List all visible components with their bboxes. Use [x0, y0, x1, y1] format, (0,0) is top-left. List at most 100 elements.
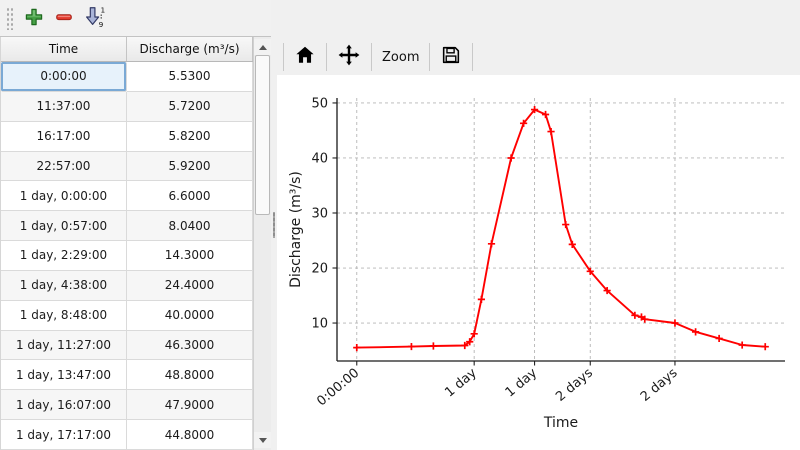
pan-move-icon — [337, 43, 361, 71]
table-row: 0:00:00 5.5300 — [1, 62, 253, 92]
toolbar-separator — [326, 43, 327, 71]
data-point-marker — [761, 343, 769, 351]
x-tick-label: 2 days — [638, 365, 681, 404]
toolbar-separator — [472, 43, 474, 71]
cell-discharge[interactable]: 6.6000 — [127, 181, 253, 212]
x-tick-label: 1 day — [503, 365, 541, 400]
table-row: 1 day, 13:47:00 48.8000 — [1, 360, 253, 391]
y-tick-label: 20 — [311, 262, 328, 277]
data-point-marker — [562, 220, 570, 229]
column-header-time[interactable]: Time — [1, 37, 127, 61]
table-row: 1 day, 11:27:00 46.3000 — [1, 330, 253, 361]
x-axis-label: Time — [543, 415, 578, 431]
discharge-line — [356, 108, 766, 349]
data-point-marker — [461, 341, 469, 350]
cell-time[interactable]: 11:37:00 — [1, 91, 127, 122]
x-tick-label: 0:00:00 — [314, 366, 362, 410]
table-row: 11:37:00 5.7200 — [1, 91, 253, 122]
y-tick-label: 30 — [311, 206, 328, 221]
data-point-marker — [487, 240, 496, 248]
scroll-up-icon — [258, 44, 267, 50]
cell-time[interactable]: 1 day, 4:38:00 — [1, 270, 127, 301]
save-button[interactable] — [436, 42, 466, 72]
cell-discharge[interactable]: 24.4000 — [127, 270, 253, 301]
cell-discharge[interactable]: 5.7200 — [127, 91, 253, 122]
remove-row-button[interactable] — [49, 3, 79, 33]
data-point-marker — [530, 105, 539, 114]
data-point-marker — [507, 154, 515, 162]
toolbar-drag-handle[interactable] — [6, 6, 13, 30]
cell-time[interactable]: 1 day, 8:48:00 — [1, 300, 127, 331]
cell-discharge[interactable]: 46.3000 — [127, 330, 253, 361]
table-scrollbar[interactable] — [253, 37, 271, 450]
cell-time[interactable]: 1 day, 16:07:00 — [1, 390, 127, 421]
data-point-marker — [586, 267, 594, 275]
cell-discharge[interactable]: 14.3000 — [127, 241, 253, 271]
cell-time[interactable]: 1 day, 2:29:00 — [1, 241, 127, 271]
cell-time[interactable]: 1 day, 11:27:00 — [1, 330, 127, 361]
x-tick-label: 1 day — [442, 365, 480, 400]
data-point-marker — [547, 127, 555, 136]
table-panel: 1 9 Time Discharge (m³/s) 0:00:00 5.5300 1… — [0, 0, 271, 450]
y-axis-label: Discharge (m³/s) — [288, 171, 304, 288]
table-row: 1 day, 16:07:00 47.9000 — [1, 390, 253, 421]
cell-discharge[interactable]: 48.8000 — [127, 360, 253, 391]
chart-figure: 10 20 30 40 50 0:00:00 1 day 1 day 2 days 2 days D… — [277, 75, 800, 450]
cell-discharge[interactable]: 8.0400 — [127, 211, 253, 242]
cell-time[interactable]: 1 day, 17:17:00 — [1, 420, 127, 450]
scrollbar-thumb[interactable] — [255, 55, 270, 215]
y-tick-label: 40 — [311, 151, 328, 166]
table-toolbar: 1 9 — [0, 0, 271, 37]
data-point-marker — [477, 295, 485, 303]
cell-time[interactable]: 0:00:00 — [1, 62, 127, 92]
data-point-marker — [519, 119, 528, 127]
splitter-grip-icon — [273, 212, 275, 238]
home-button[interactable] — [290, 42, 320, 72]
minus-icon — [53, 6, 75, 31]
time-series-table: Time Discharge (m³/s) 0:00:00 5.5300 11:37… — [0, 37, 271, 450]
svg-text:1: 1 — [100, 5, 105, 14]
cell-time[interactable]: 1 day, 13:47:00 — [1, 360, 127, 391]
table-row: 16:17:00 5.8200 — [1, 121, 253, 152]
scroll-up-button[interactable] — [254, 39, 271, 55]
table-row: 1 day, 0:00:00 6.6000 — [1, 181, 253, 212]
cell-discharge[interactable]: 47.9000 — [127, 390, 253, 421]
data-point-marker — [603, 286, 611, 295]
zoom-button[interactable]: Zoom — [382, 49, 420, 65]
column-header-discharge[interactable]: Discharge (m³/s) — [127, 37, 253, 61]
cell-discharge[interactable]: 5.8200 — [127, 121, 253, 152]
table-body: 0:00:00 5.5300 11:37:00 5.7200 16:17:00 5.820… — [1, 62, 253, 450]
cell-time[interactable]: 16:17:00 — [1, 121, 127, 152]
cell-discharge[interactable]: 5.9200 — [127, 151, 253, 182]
data-point-marker — [466, 338, 474, 346]
table-row: 22:57:00 5.9200 — [1, 151, 253, 182]
table-row: 1 day, 4:38:00 24.4000 — [1, 270, 253, 301]
pan-button[interactable] — [333, 42, 365, 72]
toolbar-separator — [371, 43, 372, 71]
cell-time[interactable]: 1 day, 0:57:00 — [1, 211, 127, 242]
table-row: 1 day, 17:17:00 44.8000 — [1, 420, 253, 450]
data-point-marker — [641, 315, 649, 323]
chart-panel: Zoom 10 20 30 40 50 0:00:00 1 day 1 day 2 days 2 … — [277, 0, 800, 450]
data-point-marker — [631, 311, 639, 319]
panel-splitter[interactable] — [271, 0, 277, 450]
cell-time[interactable]: 22:57:00 — [1, 151, 127, 182]
table-row: 1 day, 8:48:00 40.0000 — [1, 300, 253, 331]
data-point-marker — [671, 319, 679, 327]
table-row: 1 day, 0:57:00 8.0400 — [1, 211, 253, 242]
toolbar-separator — [283, 43, 284, 71]
data-point-marker — [470, 330, 478, 338]
data-point-marker — [429, 342, 437, 350]
cell-discharge[interactable]: 44.8000 — [127, 420, 253, 450]
chart-canvas[interactable]: 10 20 30 40 50 0:00:00 1 day 1 day 2 days 2 days D… — [277, 75, 800, 450]
table-row: 1 day, 2:29:00 14.3000 — [1, 241, 253, 271]
cell-discharge[interactable]: 5.5300 — [127, 62, 253, 92]
data-point-marker — [738, 341, 746, 349]
save-floppy-icon — [440, 44, 462, 70]
scroll-down-button[interactable] — [254, 432, 271, 448]
cell-discharge[interactable]: 40.0000 — [127, 300, 253, 331]
add-row-button[interactable] — [19, 3, 49, 33]
sort-ascending-button[interactable]: 1 9 — [79, 3, 109, 33]
x-tick-label: 2 days — [553, 365, 596, 404]
cell-time[interactable]: 1 day, 0:00:00 — [1, 181, 127, 212]
